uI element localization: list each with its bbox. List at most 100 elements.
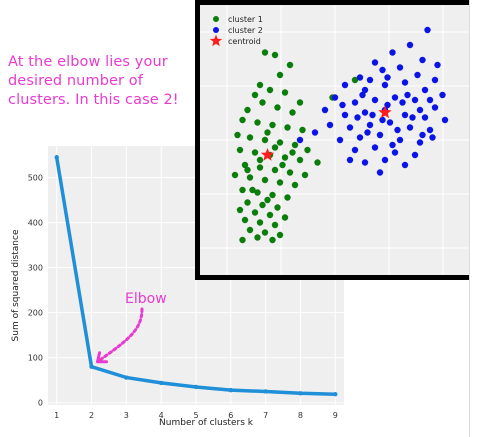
annotation-line-2: desired number of xyxy=(8,73,143,89)
annotation-line-1: At the elbow lies your xyxy=(8,54,168,70)
cluster-2-point xyxy=(311,129,319,136)
cluster-2-point xyxy=(354,114,361,121)
cluster-1-point xyxy=(231,171,239,179)
cluster-1-point xyxy=(259,201,266,209)
cluster-2-point xyxy=(421,114,429,121)
cluster-1-point xyxy=(296,156,304,164)
x-tick-label: 1 xyxy=(54,411,59,420)
cluster-1-point xyxy=(351,76,359,84)
cluster-2-point xyxy=(421,86,429,94)
cluster-2-point xyxy=(371,144,379,151)
cluster-2-point xyxy=(384,74,391,81)
cluster-2-point xyxy=(406,124,414,131)
cluster-2-point xyxy=(341,111,349,119)
legend-label: cluster 1 xyxy=(228,15,263,24)
cluster-2-point xyxy=(386,119,394,126)
cluster-1-point xyxy=(256,156,264,164)
cluster-2-point xyxy=(381,81,389,89)
cluster-2-point xyxy=(376,131,384,139)
cluster-1-point xyxy=(269,191,276,199)
cluster-scatter-chart: cluster 1 cluster 2 centroid xyxy=(195,0,475,280)
y-axis-label: Sum of squared distance xyxy=(11,229,21,341)
cluster-2-point xyxy=(441,116,449,124)
cluster-1-point xyxy=(284,124,291,131)
y-tick-label: 0 xyxy=(38,399,43,408)
cluster-2-point xyxy=(419,131,426,139)
annotation-line-3: clusters. In this case 2! xyxy=(8,92,179,108)
cluster-1-point xyxy=(286,169,294,176)
cluster-1-point xyxy=(236,146,244,154)
cluster-2-point xyxy=(326,121,334,129)
x-tick-label: 6 xyxy=(228,411,233,420)
cluster-2-point xyxy=(426,96,434,104)
cluster-1-point xyxy=(259,99,266,106)
cluster-1-point xyxy=(276,179,284,186)
cluster-2-point xyxy=(416,139,424,146)
cluster-2-point xyxy=(404,91,411,99)
cluster-2-point xyxy=(381,156,389,164)
cluster-2-point xyxy=(376,169,384,176)
cluster-2-point xyxy=(361,109,369,116)
cluster-1-point xyxy=(236,206,244,214)
cluster-1-point xyxy=(261,229,269,236)
cluster-1-point xyxy=(269,236,276,244)
cluster-1-point xyxy=(261,136,269,144)
cluster-2-point xyxy=(416,106,424,114)
cluster-2-point xyxy=(406,41,414,49)
cluster-2-point xyxy=(369,111,376,119)
cluster-2-point xyxy=(389,49,396,56)
elbow-data-point xyxy=(333,391,338,397)
cluster-1-point xyxy=(266,86,274,94)
cluster-2-point xyxy=(361,159,369,166)
cluster-2-point xyxy=(336,136,344,144)
centroid-point xyxy=(378,105,392,119)
cluster-1-point xyxy=(304,146,311,154)
cluster-2-point xyxy=(401,79,409,86)
cluster-2-point xyxy=(391,94,399,101)
elbow-data-point xyxy=(298,391,303,396)
cluster-2-point xyxy=(396,136,404,144)
elbow-data-point xyxy=(263,389,268,394)
legend-label: centroid xyxy=(228,37,261,46)
cluster-2-point xyxy=(414,71,421,79)
cluster-1-point xyxy=(286,61,294,69)
x-axis-label: Number of clusters k xyxy=(159,418,254,428)
cluster-1-point xyxy=(271,221,279,229)
cluster-1-point xyxy=(291,181,299,189)
cluster-2-point xyxy=(339,101,346,109)
cluster-1-point xyxy=(299,126,306,134)
cluster-1-point xyxy=(274,104,281,111)
legend-centroid-marker xyxy=(209,34,223,47)
cluster-1-point xyxy=(244,106,251,114)
cluster-1-point xyxy=(271,144,279,151)
cluster-2-point xyxy=(321,106,329,114)
cluster-1-point xyxy=(279,161,286,169)
cluster-2-point xyxy=(371,96,379,104)
cluster-2-point xyxy=(371,59,379,66)
cluster-1-point xyxy=(254,189,261,196)
cluster-2-point xyxy=(364,129,371,136)
cluster-1-point xyxy=(254,234,261,241)
cluster-2-point xyxy=(434,61,441,69)
cluster-2-point xyxy=(396,64,404,71)
cluster-2-point xyxy=(356,74,364,81)
elbow-callout-arrow xyxy=(96,307,144,364)
cluster-2-point xyxy=(429,134,436,141)
cluster-1-point xyxy=(251,209,259,216)
cluster-2-point xyxy=(366,76,374,84)
cluster-1-point xyxy=(254,119,261,126)
cluster-1-point xyxy=(281,89,289,96)
cluster-2-point xyxy=(394,126,401,134)
cluster-1-point xyxy=(281,214,289,221)
cluster-2-point xyxy=(296,136,304,144)
cluster-1-point xyxy=(251,91,259,99)
cluster-2-point xyxy=(331,94,339,101)
cluster-2-point xyxy=(411,151,419,159)
elbow-callout-arrowhead xyxy=(96,351,109,364)
cluster-2-point xyxy=(431,76,439,84)
cluster-1-point xyxy=(289,149,296,156)
cluster-2-point xyxy=(356,134,364,141)
x-tick-label: 4 xyxy=(159,411,164,420)
cluster-2-point xyxy=(431,104,439,111)
cluster-2-point xyxy=(351,99,359,106)
